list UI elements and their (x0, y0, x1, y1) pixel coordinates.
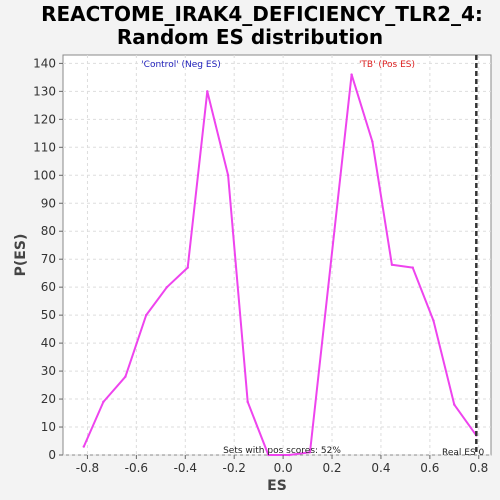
y-tick-label: 110 (33, 140, 56, 154)
y-tick-label: 140 (33, 56, 56, 70)
plot-area (62, 54, 492, 456)
data-point (165, 285, 169, 289)
pos-scores-annotation: Sets with pos scores: 52% (223, 446, 341, 456)
x-axis-label: ES (267, 478, 287, 494)
data-point (453, 403, 456, 406)
y-tick-label: 20 (41, 392, 56, 406)
data-point (144, 313, 148, 317)
x-tick-label: 0.2 (322, 461, 341, 475)
x-tick-label: 0.6 (420, 461, 439, 475)
grid-lines (63, 55, 491, 456)
y-tick-label: 70 (41, 252, 56, 266)
y-tick-label: 40 (41, 336, 56, 350)
y-tick-label: 100 (33, 168, 56, 182)
neg-es-annotation: 'Control' (Neg ES) (141, 60, 221, 70)
pos-es-annotation: 'TB' (Pos ES) (359, 60, 415, 70)
x-ticks: -0.8 -0.6 -0.4 -0.2 0.0 0.2 0.4 0.6 0.8 (76, 455, 488, 475)
data-point (432, 319, 435, 322)
y-tick-label: 0 (48, 448, 56, 462)
y-tick-label: 30 (41, 364, 56, 378)
data-point (308, 451, 312, 454)
x-tick-label: -0.6 (125, 461, 148, 475)
y-tick-label: 90 (41, 196, 56, 210)
y-tick-label: 50 (41, 308, 56, 322)
y-tick-label: 120 (33, 112, 56, 126)
data-point (246, 400, 249, 404)
y-axis-label: P(ES) (13, 234, 29, 277)
data-point (226, 174, 230, 177)
y-tick-label: 80 (41, 224, 56, 238)
y-tick-label: 10 (41, 420, 56, 434)
data-point (82, 445, 85, 448)
data-point (371, 140, 374, 143)
data-point (267, 453, 270, 457)
x-tick-label: -0.2 (222, 461, 245, 475)
series-layer (82, 73, 478, 457)
data-point (206, 90, 209, 93)
data-point (350, 73, 353, 76)
data-point (288, 453, 291, 457)
y-ticks: 0 10 20 30 40 50 60 70 80 90 100 110 120 130 140 (33, 56, 63, 462)
chart-title-line1: REACTOME_IRAK4_DEFICIENCY_TLR2_4: (41, 2, 483, 26)
x-tick-label: -0.8 (76, 461, 99, 475)
x-tick-label: 0.0 (274, 461, 293, 475)
x-tick-label: 0.4 (371, 461, 390, 475)
y-tick-label: 60 (41, 280, 56, 294)
data-point (390, 263, 394, 266)
chart-title-line2: Random ES distribution (117, 25, 383, 49)
x-tick-label: 0.8 (469, 461, 488, 475)
data-point (124, 375, 127, 378)
data-point (186, 266, 189, 269)
data-point (411, 266, 414, 269)
data-point (102, 400, 105, 404)
y-tick-label: 130 (33, 84, 56, 98)
real-es-annotation: Real ES 0 (442, 448, 485, 458)
x-tick-label: -0.4 (174, 461, 197, 475)
